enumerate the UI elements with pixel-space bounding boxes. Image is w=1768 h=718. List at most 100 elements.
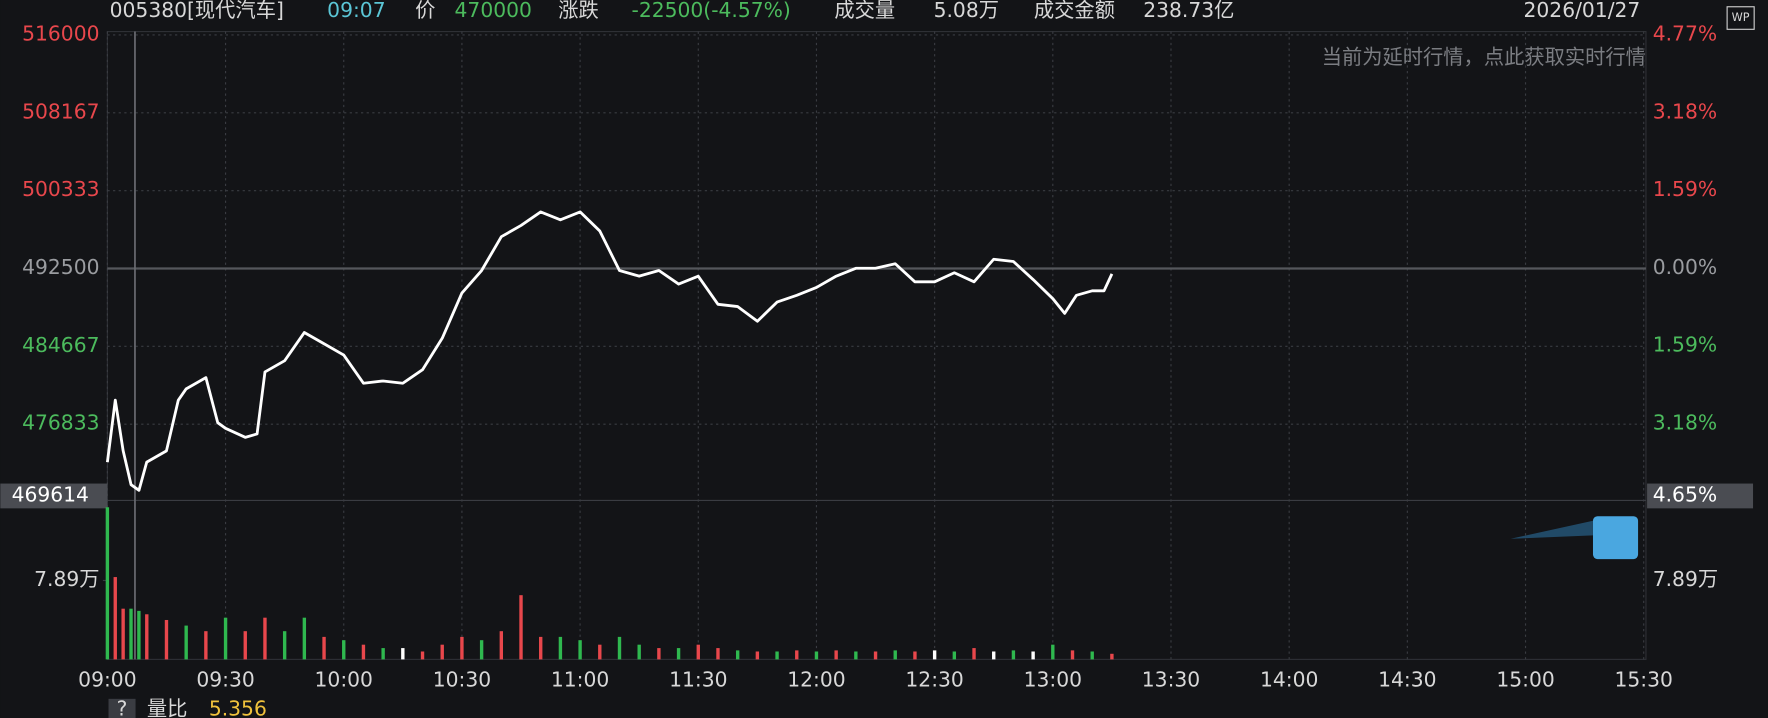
y2-tick-label: 1.59%: [1653, 333, 1717, 357]
volume-bar: [676, 648, 681, 660]
ratio: 5.356: [209, 697, 267, 718]
volume-bar: [1031, 651, 1035, 660]
y2-tick-label: 4.77%: [1653, 21, 1717, 45]
volume-bar: [617, 636, 622, 660]
expand-button[interactable]: [1592, 516, 1639, 560]
help-box[interactable]: [108, 698, 136, 718]
volume: 5.08万: [934, 0, 999, 22]
volume-bar: [716, 648, 720, 660]
y-tick-label: 508167: [22, 99, 99, 123]
volume-bar: [243, 631, 247, 660]
wp-icon[interactable]: [1726, 6, 1755, 30]
volume-label: 成交量: [834, 0, 895, 22]
date: 2026/01/27: [1524, 0, 1641, 22]
volume-bar: [913, 651, 917, 660]
stock-name[interactable]: 005380[现代汽车]: [110, 0, 284, 22]
price: 470000: [455, 0, 532, 22]
volume-bar: [696, 644, 700, 660]
y-tick-label: 476833: [22, 411, 99, 435]
volume-bar: [137, 610, 141, 660]
volume-bar: [302, 617, 307, 660]
volume-bar: [992, 651, 996, 660]
y-tick-label: 7.89万: [34, 567, 99, 591]
volume-bar: [145, 614, 149, 660]
x-tick-label: 14:00: [1260, 667, 1318, 691]
volume-bar: [342, 640, 346, 660]
y-tick-label: 492500: [22, 255, 99, 279]
y2-tick-label: 7.89万: [1653, 567, 1718, 591]
volume-bar: [121, 608, 125, 660]
volume-bar: [479, 640, 484, 660]
volume-bar: [113, 577, 117, 660]
x-tick-label: 14:30: [1378, 667, 1436, 691]
volume-bar: [282, 631, 287, 660]
x-tick-label: 11:00: [551, 667, 609, 691]
x-tick-label: 15:00: [1496, 667, 1554, 691]
volume-bar: [755, 651, 760, 660]
amount-label: 成交金额: [1034, 0, 1115, 22]
volume-bar: [105, 507, 110, 660]
volume-bar: [598, 644, 602, 660]
y2-tick-label: 1.59%: [1653, 177, 1717, 201]
volume-bar: [322, 636, 326, 660]
volume-bar: [795, 650, 799, 660]
volume-bar: [263, 617, 267, 660]
y2-tick-label: 4.65%: [1653, 482, 1717, 506]
y-tick-label: 484667: [22, 333, 99, 357]
volume-bar: [657, 648, 661, 660]
volume-bar: [1110, 653, 1114, 660]
y2-tick-box: [1647, 483, 1754, 509]
volume-bar: [381, 648, 385, 660]
volume-bar: [539, 636, 543, 660]
volume-bar: [440, 644, 444, 660]
volume-bar: [204, 631, 208, 660]
volume-bar: [775, 651, 779, 660]
x-tick-label: 09:30: [196, 667, 254, 691]
volume-bar: [1070, 650, 1075, 660]
volume-bar: [893, 650, 897, 660]
help[interactable]: ?: [117, 697, 128, 718]
volume-bar: [637, 644, 641, 660]
volume-bar: [460, 636, 464, 660]
x-tick-label: 11:30: [669, 667, 727, 691]
volume-bar: [932, 650, 937, 660]
volume-bar: [578, 640, 582, 660]
x-tick-label: 15:30: [1615, 667, 1673, 691]
y2-tick-label: 3.18%: [1653, 99, 1717, 123]
volume-bar: [854, 651, 858, 660]
volume-bar: [873, 651, 878, 660]
volume-bar: [519, 595, 523, 660]
volume-bar: [164, 619, 169, 660]
volume-bar: [558, 636, 563, 660]
x-tick-label: 12:00: [787, 667, 845, 691]
volume-bar: [1090, 651, 1094, 660]
x-tick-label: 13:30: [1142, 667, 1200, 691]
volume-bar: [735, 650, 740, 660]
x-tick-label: 12:30: [905, 667, 963, 691]
x-tick-label: 13:00: [1024, 667, 1082, 691]
volume-bar: [1011, 650, 1016, 660]
x-tick-label: 10:30: [433, 667, 491, 691]
volume-bar: [401, 648, 405, 660]
x-tick-label: 09:00: [78, 667, 136, 691]
change: -22500(-4.57%): [632, 0, 791, 22]
y2-tick-label: 3.18%: [1653, 411, 1717, 435]
y-tick-label: 516000: [22, 21, 99, 45]
amount: 238.73亿: [1143, 0, 1234, 22]
volume-bar: [420, 651, 425, 660]
volume-bar: [184, 625, 188, 660]
y-tick-box: [0, 483, 108, 509]
volume-bar: [361, 644, 366, 660]
volume-bar: [972, 648, 976, 660]
volume-bar: [223, 617, 228, 660]
ratio-label: 量比: [147, 697, 188, 718]
volume-bar: [814, 651, 819, 660]
volume-bar: [834, 650, 838, 660]
wp-label[interactable]: WP: [1732, 11, 1750, 24]
volume-bar: [952, 651, 957, 660]
delay-notice[interactable]: 当前为延时行情，点此获取实时行情: [1322, 45, 1646, 69]
y2-tick-label: 0.00%: [1653, 255, 1717, 279]
